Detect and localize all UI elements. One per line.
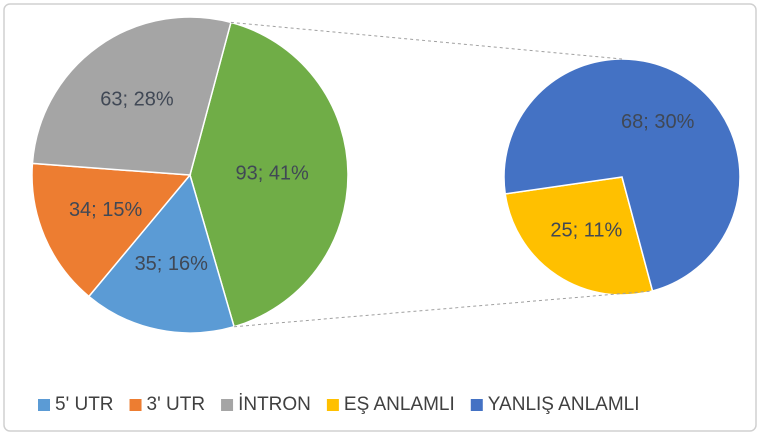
connector-line [234, 290, 653, 328]
legend-label: YANLIŞ ANLAMLI [488, 394, 640, 415]
pie-slice [504, 176, 654, 296]
pie-slice [31, 162, 192, 298]
legend-swatch [326, 399, 339, 411]
legend-swatch [470, 399, 483, 411]
legend-label: 5' UTR [55, 394, 114, 415]
legend-label: 3' UTR [147, 394, 206, 415]
pie-slice [503, 58, 741, 292]
legend-swatch [129, 399, 142, 411]
data-label: 34; 15% [69, 199, 143, 221]
legend-swatch [221, 399, 234, 411]
data-label: 68; 30% [621, 111, 695, 133]
pie-slice [87, 173, 236, 334]
data-label: 93; 41% [235, 162, 309, 184]
data-label: 35; 16% [135, 253, 209, 275]
pie-slice [189, 21, 349, 328]
legend-label: İNTRON [238, 394, 311, 415]
data-label: 63; 28% [100, 89, 174, 111]
pie-slice [31, 16, 232, 176]
legend-label: EŞ ANLAMLI [344, 394, 455, 415]
data-label: 25; 11% [550, 219, 622, 241]
legend-swatch [38, 399, 50, 411]
